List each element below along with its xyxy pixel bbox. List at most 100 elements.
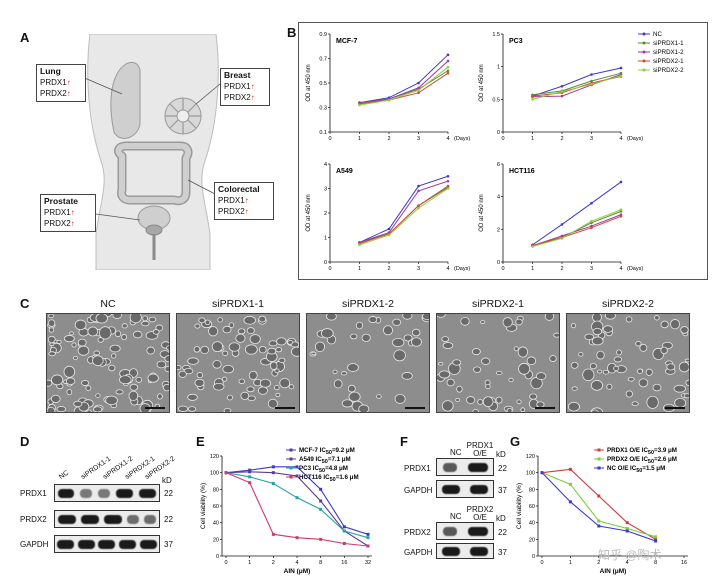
- cell: [47, 406, 56, 412]
- cell: [456, 385, 463, 393]
- cell: [529, 393, 538, 400]
- lane-header: PRDX2 O/E: [466, 505, 494, 522]
- x-tick-label: 0: [501, 266, 504, 272]
- panel-letter-c: C: [20, 296, 30, 311]
- y-tick-label: 60: [529, 504, 535, 510]
- cell: [442, 342, 454, 349]
- cell: [128, 390, 139, 402]
- data-point: [248, 468, 252, 472]
- data-point: [619, 74, 623, 78]
- y-tick-label: 80: [213, 487, 219, 493]
- cell: [376, 394, 382, 399]
- cell: [466, 396, 476, 404]
- legend-marker: [289, 457, 293, 461]
- cell: [635, 341, 642, 347]
- data-point: [417, 86, 420, 90]
- watermark: 知乎 @陶术: [598, 548, 662, 562]
- data-point: [446, 59, 450, 63]
- data-point: [358, 103, 361, 107]
- cell: [326, 314, 337, 321]
- data-point: [590, 201, 593, 205]
- cell: [627, 376, 635, 382]
- cell: [157, 393, 163, 400]
- series-line-siPRDX2-2: [532, 209, 622, 247]
- cell: [187, 393, 198, 401]
- data-point: [319, 487, 323, 491]
- cell: [578, 352, 584, 357]
- cell: [602, 369, 609, 375]
- data-point: [295, 465, 299, 469]
- cell: [148, 316, 157, 323]
- y-tick-label: 0.7: [319, 57, 327, 63]
- cell: [368, 316, 378, 323]
- chart-title: MCF-7: [336, 38, 357, 45]
- cell: [639, 343, 648, 352]
- data-point: [417, 184, 420, 188]
- cell: [222, 325, 232, 334]
- cell: [452, 359, 462, 366]
- cell: [584, 333, 595, 341]
- y-tick-label: 1.5: [492, 32, 500, 38]
- cell: [506, 407, 513, 412]
- panel-letter-a: A: [20, 30, 30, 45]
- series-line-siPRDX2-1: [359, 72, 449, 105]
- data-point: [295, 496, 299, 500]
- cell: [348, 391, 361, 402]
- cell: [48, 351, 56, 357]
- data-point: [619, 208, 623, 212]
- cell: [49, 342, 55, 347]
- cell: [674, 397, 687, 408]
- x-tick-label: 0: [501, 136, 504, 142]
- data-point: [625, 529, 629, 533]
- cell: [73, 355, 78, 360]
- cell: [549, 355, 557, 362]
- legend-label: siPRDX2-1: [653, 58, 684, 65]
- cell: [109, 344, 121, 353]
- cell: [258, 345, 267, 354]
- kd-label: kD: [496, 514, 506, 523]
- cell: [276, 337, 287, 346]
- x-tick-label: 4: [446, 266, 449, 272]
- series-line-A549: [225, 471, 369, 547]
- cell: [69, 331, 74, 336]
- series-line-HCT116: [225, 472, 369, 547]
- data-point: [590, 79, 593, 83]
- y-tick-label: 0: [497, 130, 500, 136]
- cell: [194, 378, 205, 387]
- x-tick-label: 16: [681, 560, 687, 566]
- cell: [257, 386, 268, 395]
- data-point: [531, 94, 534, 98]
- cell: [275, 392, 281, 398]
- series-line-siPRDX2-2: [532, 75, 622, 100]
- chart-title: A549: [336, 168, 353, 175]
- microscopy-label: siPRDX2-1: [472, 298, 524, 310]
- cell: [678, 361, 689, 373]
- panel-g-viability-chart: 0 20 40 60 80 100 120 0 1 2 4 8 16 AIN (μM) Cell viabi…: [516, 447, 688, 575]
- cell: [267, 398, 278, 409]
- cell: [403, 334, 413, 342]
- data-point: [358, 243, 361, 247]
- cell: [446, 378, 455, 387]
- legend-marker: [597, 466, 601, 470]
- cell: [341, 399, 354, 408]
- y-axis-label: OD at 450 nm: [479, 64, 485, 101]
- cell: [178, 370, 187, 378]
- series-line-NC: [532, 181, 622, 246]
- data-point: [271, 471, 275, 475]
- cell: [311, 351, 317, 356]
- y-tick-label: 4: [497, 195, 500, 201]
- y-axis-label: OD at 450 nm: [306, 194, 312, 231]
- cell: [279, 377, 291, 389]
- data-point: [319, 507, 323, 511]
- data-point: [248, 475, 252, 479]
- cell: [516, 399, 522, 404]
- cell: [638, 378, 649, 388]
- cell: [553, 332, 559, 338]
- cell: [223, 408, 232, 412]
- cell: [222, 376, 228, 382]
- cell: [437, 314, 446, 318]
- y-tick-label: 0: [216, 554, 219, 560]
- data-point: [417, 89, 420, 92]
- microscopy-label: siPRDX1-1: [212, 298, 264, 310]
- cell: [502, 317, 513, 328]
